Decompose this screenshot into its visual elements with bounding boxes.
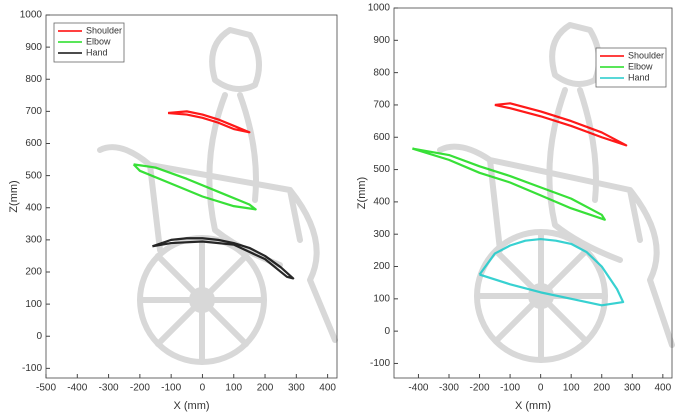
y-tick-label: 200 (25, 267, 42, 278)
x-tick-label: -100 (500, 383, 520, 394)
x-tick-label: 200 (593, 383, 610, 394)
y-tick-label: 600 (373, 132, 390, 143)
y-tick-label: 400 (25, 202, 42, 213)
y-axis-label: Z(mm) (356, 177, 368, 209)
y-tick-label: 700 (373, 100, 390, 111)
x-tick-label: -300 (439, 383, 459, 394)
y-tick-label: 1000 (368, 3, 391, 14)
legend-label: Elbow (628, 61, 653, 71)
x-tick-label: 300 (288, 383, 305, 394)
x-tick-label: 200 (257, 383, 274, 394)
x-axis-label: X (mm) (173, 400, 209, 412)
y-tick-label: -100 (370, 358, 390, 369)
y-tick-label: 500 (373, 164, 390, 175)
y-tick-label: 800 (373, 67, 390, 78)
legend-label: Elbow (86, 36, 111, 46)
x-tick-label: 300 (624, 383, 641, 394)
y-tick-label: 700 (25, 106, 42, 117)
x-tick-label: 0 (200, 383, 206, 394)
legend-label: Shoulder (86, 25, 122, 35)
y-tick-label: -100 (22, 363, 42, 374)
x-tick-label: 100 (563, 383, 580, 394)
y-tick-label: 0 (36, 331, 42, 342)
x-tick-label: -400 (408, 383, 428, 394)
x-tick-label: -200 (470, 383, 490, 394)
x-tick-label: -300 (99, 383, 119, 394)
x-tick-label: -400 (67, 383, 87, 394)
figure: -10001002003004005006007008009001000-500… (0, 0, 679, 415)
legend-label: Hand (86, 47, 108, 57)
y-tick-label: 800 (25, 74, 42, 85)
legend-label: Hand (628, 72, 650, 82)
x-tick-label: 400 (319, 383, 336, 394)
x-tick-label: 0 (538, 383, 544, 394)
y-tick-label: 100 (373, 293, 390, 304)
y-tick-label: 600 (25, 138, 42, 149)
y-tick-label: 100 (25, 299, 42, 310)
x-tick-label: 100 (225, 383, 242, 394)
y-tick-label: 900 (373, 35, 390, 46)
x-tick-label: -200 (130, 383, 150, 394)
y-tick-label: 300 (25, 235, 42, 246)
x-tick-label: -500 (36, 383, 56, 394)
y-axis-label: Z(mm) (8, 180, 20, 212)
x-axis-label: X (mm) (515, 400, 551, 412)
x-tick-label: -100 (161, 383, 181, 394)
legend-label: Shoulder (628, 50, 664, 60)
y-tick-label: 900 (25, 42, 42, 53)
y-tick-label: 300 (373, 229, 390, 240)
y-tick-label: 200 (373, 261, 390, 272)
x-tick-label: 400 (654, 383, 671, 394)
y-tick-label: 1000 (20, 10, 43, 21)
y-tick-label: 0 (384, 326, 390, 337)
y-tick-label: 500 (25, 170, 42, 181)
y-tick-label: 400 (373, 197, 390, 208)
